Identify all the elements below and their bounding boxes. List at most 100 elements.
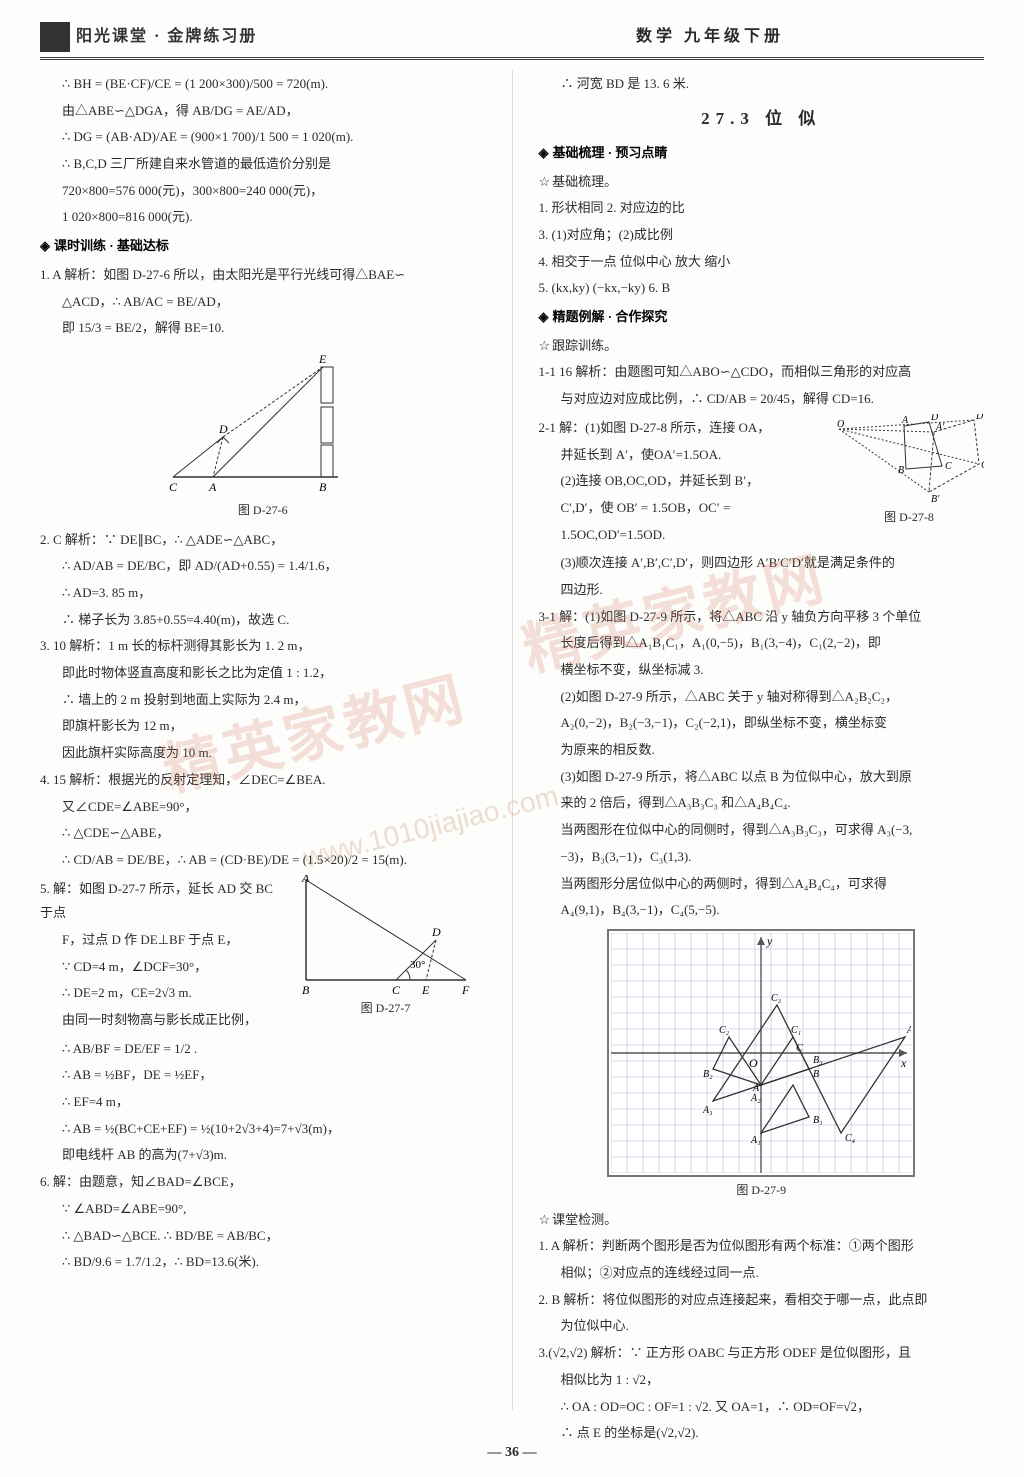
text-line: 四边形. (539, 578, 985, 603)
svg-text:F: F (461, 983, 470, 995)
text-line: 1. A 解析：如图 D-27-6 所以，由太阳光是平行光线可得△BAE∽ (40, 263, 486, 288)
svg-text:C: C (392, 983, 401, 995)
text-line: ∴ BD/9.6 = 1.7/1.2，∴ BD=13.6(米). (40, 1250, 486, 1275)
text-line: ∴ 梯子长为 3.85+0.55=4.40(m)，故选 C. (40, 608, 486, 633)
text-line: 3.(√2,√2) 解析：∵ 正方形 OABC 与正方形 ODEF 是位似图形，… (539, 1341, 985, 1366)
text-line: ∴ AB = ½BF，DE = ½EF， (40, 1063, 486, 1088)
fig4-border: xyOC₁CABA₂B₂C₂A₁B₁A₃B₃C₃A₄C₄ (607, 929, 915, 1177)
text-line: ∴ 河宽 BD 是 13. 6 米. (539, 72, 985, 97)
text-line: ∴ CD/AB = DE/BE，∴ AB = (CD·BE)/DE = (1.5… (40, 848, 486, 873)
text-line: 当两图形分居位似中心的两侧时，得到△A₄B₄C₄，可求得 (539, 872, 985, 897)
text-line: 6. 解：由题意，知∠BAD=∠BCE， (40, 1170, 486, 1195)
text-line: (2)如图 D-27-9 所示，△ABC 关于 y 轴对称得到△A₂B₂C₂， (539, 685, 985, 710)
text-line: 与对应边对应成比例，∴ CD/AB = 20/45，解得 CD=16. (539, 387, 985, 412)
text-line: ∴ AD=3. 85 m， (40, 581, 486, 606)
svg-text:A: A (301, 875, 310, 885)
text-line: F，过点 D 作 DE⊥BF 于点 E， (40, 928, 276, 953)
fig3-svg: OADA′D′BCB′C′ (834, 414, 984, 504)
text-line: 1 020×800=816 000(元). (40, 205, 486, 230)
fig2-svg: 30°ABCEFD (286, 875, 486, 995)
star-subhead: 跟踪训练。 (539, 334, 985, 359)
text-line: 由△ABE∽△DGA，得 AB/DG = AE/AD， (40, 99, 486, 124)
figure-d-27-7: 30°ABCEFD 图 D-27-7 (286, 875, 486, 1020)
svg-text:E: E (318, 352, 327, 366)
svg-text:C: C (945, 461, 952, 472)
section-subhead: 精题例解 · 合作探究 (539, 305, 985, 330)
section-subhead: 课时训练 · 基础达标 (40, 234, 486, 259)
text-line: C′,D′，使 OB′ = 1.5OB，OC′ = (539, 496, 827, 521)
text-line: −3)，B₃(3,−1)，C₃(1,3). (539, 845, 985, 870)
text-line: (3)顺次连接 A′,B′,C′,D′，则四边形 A′B′C′D′就是满足条件的 (539, 551, 985, 576)
text-line: 1. A 解析：判断两个图形是否为位似图形有两个标准：①两个图形 (539, 1234, 985, 1259)
text-line: 来的 2 倍后，得到△A₃B₃C₃ 和△A₄B₄C₄. (539, 791, 985, 816)
text-line: ∴ EF=4 m， (40, 1090, 486, 1115)
text-line: ∴ △BAD∽△BCE. ∴ BD/BE = AB/BC， (40, 1224, 486, 1249)
text-line: ∴ AB = ½(BC+CE+EF) = ½(10+2√3+4)=7+√3(m)… (40, 1117, 486, 1142)
text-line: 长度后得到△A₁B₁C₁，A₁(0,−5)，B₁(3,−4)，C₁(2,−2)，… (539, 631, 985, 656)
text-line: 由同一时刻物高与影长成正比例， (40, 1008, 276, 1033)
text-line: 相似；②对应点的连线经过同一点. (539, 1261, 985, 1286)
section-subhead: 基础梳理 · 预习点睛 (539, 141, 985, 166)
text-line: 3. (1)对应角；(2)成比例 (539, 223, 985, 248)
svg-text:30°: 30° (410, 959, 425, 971)
svg-text:B: B (319, 480, 327, 494)
star-subhead: 课堂检测。 (539, 1208, 985, 1233)
svg-text:B₁: B₁ (813, 1115, 823, 1126)
svg-text:D: D (431, 925, 441, 939)
subject-text: 数学 九年级下册 (636, 22, 784, 52)
svg-text:D: D (218, 422, 228, 436)
text-line: ∴ DG = (AB·AD)/AE = (900×1 700)/1 500 = … (40, 125, 486, 150)
text-line: 又∠CDE=∠ABE=90°， (40, 795, 486, 820)
text-line: 1. 形状相同 2. 对应边的比 (539, 196, 985, 221)
text-line: (2)连接 OB,OC,OD，并延长到 B′， (539, 469, 827, 494)
text-line: ∵ CD=4 m，∠DCF=30°， (40, 955, 276, 980)
text-line: ∴ AD/AB = DE/BC，即 AD/(AD+0.55) = 1.4/1.6… (40, 554, 486, 579)
svg-text:B: B (813, 1069, 819, 1080)
text-line: 4. 15 解析：根据光的反射定理知，∠DEC=∠BEA. (40, 768, 486, 793)
text-line: 3. 10 解析：1 m 长的标杆测得其影长为 1. 2 m， (40, 634, 486, 659)
svg-text:C: C (796, 1043, 803, 1054)
column-divider (512, 70, 513, 1410)
text-line: 即旗杆影长为 12 m， (40, 714, 486, 739)
figure-d-27-6: C A B D E 图 D-27-6 (40, 347, 486, 522)
left-column: ∴ BH = (BE·CF)/CE = (1 200×300)/500 = 72… (40, 70, 486, 1410)
svg-text:x: x (900, 1056, 907, 1070)
fig1-caption: 图 D-27-6 (238, 499, 288, 522)
svg-text:A₁: A₁ (750, 1135, 761, 1146)
svg-text:A′: A′ (935, 422, 945, 433)
svg-text:A: A (901, 415, 909, 426)
svg-text:A₃: A₃ (702, 1105, 713, 1116)
svg-text:A₄: A₄ (906, 1025, 911, 1036)
logo-icon (40, 22, 70, 52)
svg-text:B₃: B₃ (813, 1055, 823, 1066)
text-line: 即 15/3 = BE/2，解得 BE=10. (40, 316, 486, 341)
svg-text:B′: B′ (931, 494, 940, 504)
text-line: 横坐标不变，纵坐标减 3. (539, 658, 985, 683)
text-line: 并延长到 A′，使OA′=1.5OA. (539, 443, 827, 468)
svg-text:B₂: B₂ (703, 1069, 713, 1080)
text-line: 即电线杆 AB 的高为(7+√3)m. (40, 1143, 486, 1168)
brand-block: 阳光课堂 · 金牌练习册 (40, 22, 257, 52)
text-line: △ACD，∴ AB/AC = BE/AD， (40, 290, 486, 315)
text-line: 为原来的相反数. (539, 738, 985, 763)
svg-text:A: A (208, 480, 217, 494)
svg-text:C₁: C₁ (791, 1025, 801, 1036)
text-line: 因此旗杆实际高度为 10 m. (40, 741, 486, 766)
text-line: 1.5OC,OD′=1.5OD. (539, 523, 827, 548)
fig4-svg: xyOC₁CABA₂B₂C₂A₁B₁A₃B₃C₃A₄C₄ (611, 933, 911, 1173)
svg-text:C: C (169, 480, 178, 494)
page-number: — 36 — (0, 1440, 1024, 1467)
svg-text:O: O (837, 419, 844, 430)
text-line: 相似比为 1 : √2， (539, 1368, 985, 1393)
svg-text:C₃: C₃ (771, 993, 782, 1004)
text-line: 720×800=576 000(元)，300×800=240 000(元)， (40, 179, 486, 204)
text-line: ∴ AB/BF = DE/EF = 1/2 . (40, 1037, 486, 1062)
svg-text:D′: D′ (975, 414, 984, 422)
figure-d-27-9: xyOC₁CABA₂B₂C₂A₁B₁A₃B₃C₃A₄C₄ 图 D-27-9 (539, 929, 985, 1202)
svg-text:B: B (898, 465, 904, 476)
text-line: 5. 解：如图 D-27-7 所示，延长 AD 交 BC 于点 (40, 877, 276, 926)
text-line: A₂(0,−2)，B₂(−3,−1)，C₂(−2,1)，即纵坐标不变，横坐标变 (539, 711, 985, 736)
content-columns: ∴ BH = (BE·CF)/CE = (1 200×300)/500 = 72… (40, 70, 984, 1410)
fig3-caption: 图 D-27-8 (884, 506, 934, 529)
text-line: ∴ OA : OD=OC : OF=1 : √2. 又 OA=1，∴ OD=OF… (539, 1395, 985, 1420)
